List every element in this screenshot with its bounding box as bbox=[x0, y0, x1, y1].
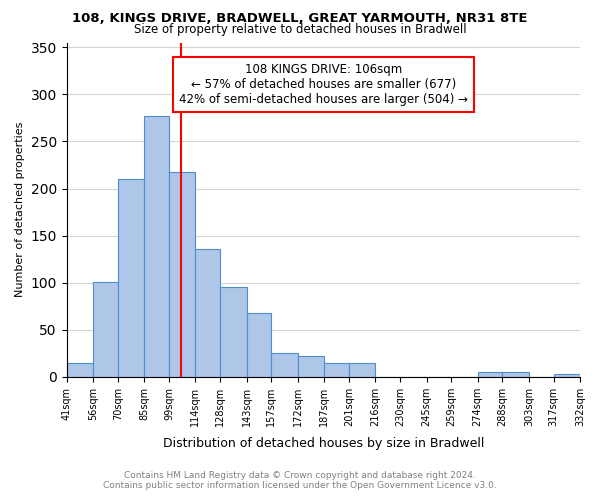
Bar bbox=[247, 313, 271, 377]
Text: 108, KINGS DRIVE, BRADWELL, GREAT YARMOUTH, NR31 8TE: 108, KINGS DRIVE, BRADWELL, GREAT YARMOU… bbox=[72, 12, 528, 26]
Text: Contains HM Land Registry data © Crown copyright and database right 2024.
Contai: Contains HM Land Registry data © Crown c… bbox=[103, 470, 497, 490]
Bar bbox=[554, 374, 580, 377]
Bar bbox=[144, 116, 169, 377]
Bar bbox=[478, 372, 502, 377]
Text: Size of property relative to detached houses in Bradwell: Size of property relative to detached ho… bbox=[134, 22, 466, 36]
Bar bbox=[324, 362, 349, 377]
Bar bbox=[67, 362, 93, 377]
Bar bbox=[271, 354, 298, 377]
Bar bbox=[502, 372, 529, 377]
Bar bbox=[220, 288, 247, 377]
Bar bbox=[118, 179, 144, 377]
Bar bbox=[349, 362, 376, 377]
Bar bbox=[196, 249, 220, 377]
Bar bbox=[169, 172, 196, 377]
Y-axis label: Number of detached properties: Number of detached properties bbox=[15, 122, 25, 298]
Bar bbox=[298, 356, 324, 377]
X-axis label: Distribution of detached houses by size in Bradwell: Distribution of detached houses by size … bbox=[163, 437, 484, 450]
Bar bbox=[93, 282, 118, 377]
Text: 108 KINGS DRIVE: 106sqm
← 57% of detached houses are smaller (677)
42% of semi-d: 108 KINGS DRIVE: 106sqm ← 57% of detache… bbox=[179, 62, 468, 106]
